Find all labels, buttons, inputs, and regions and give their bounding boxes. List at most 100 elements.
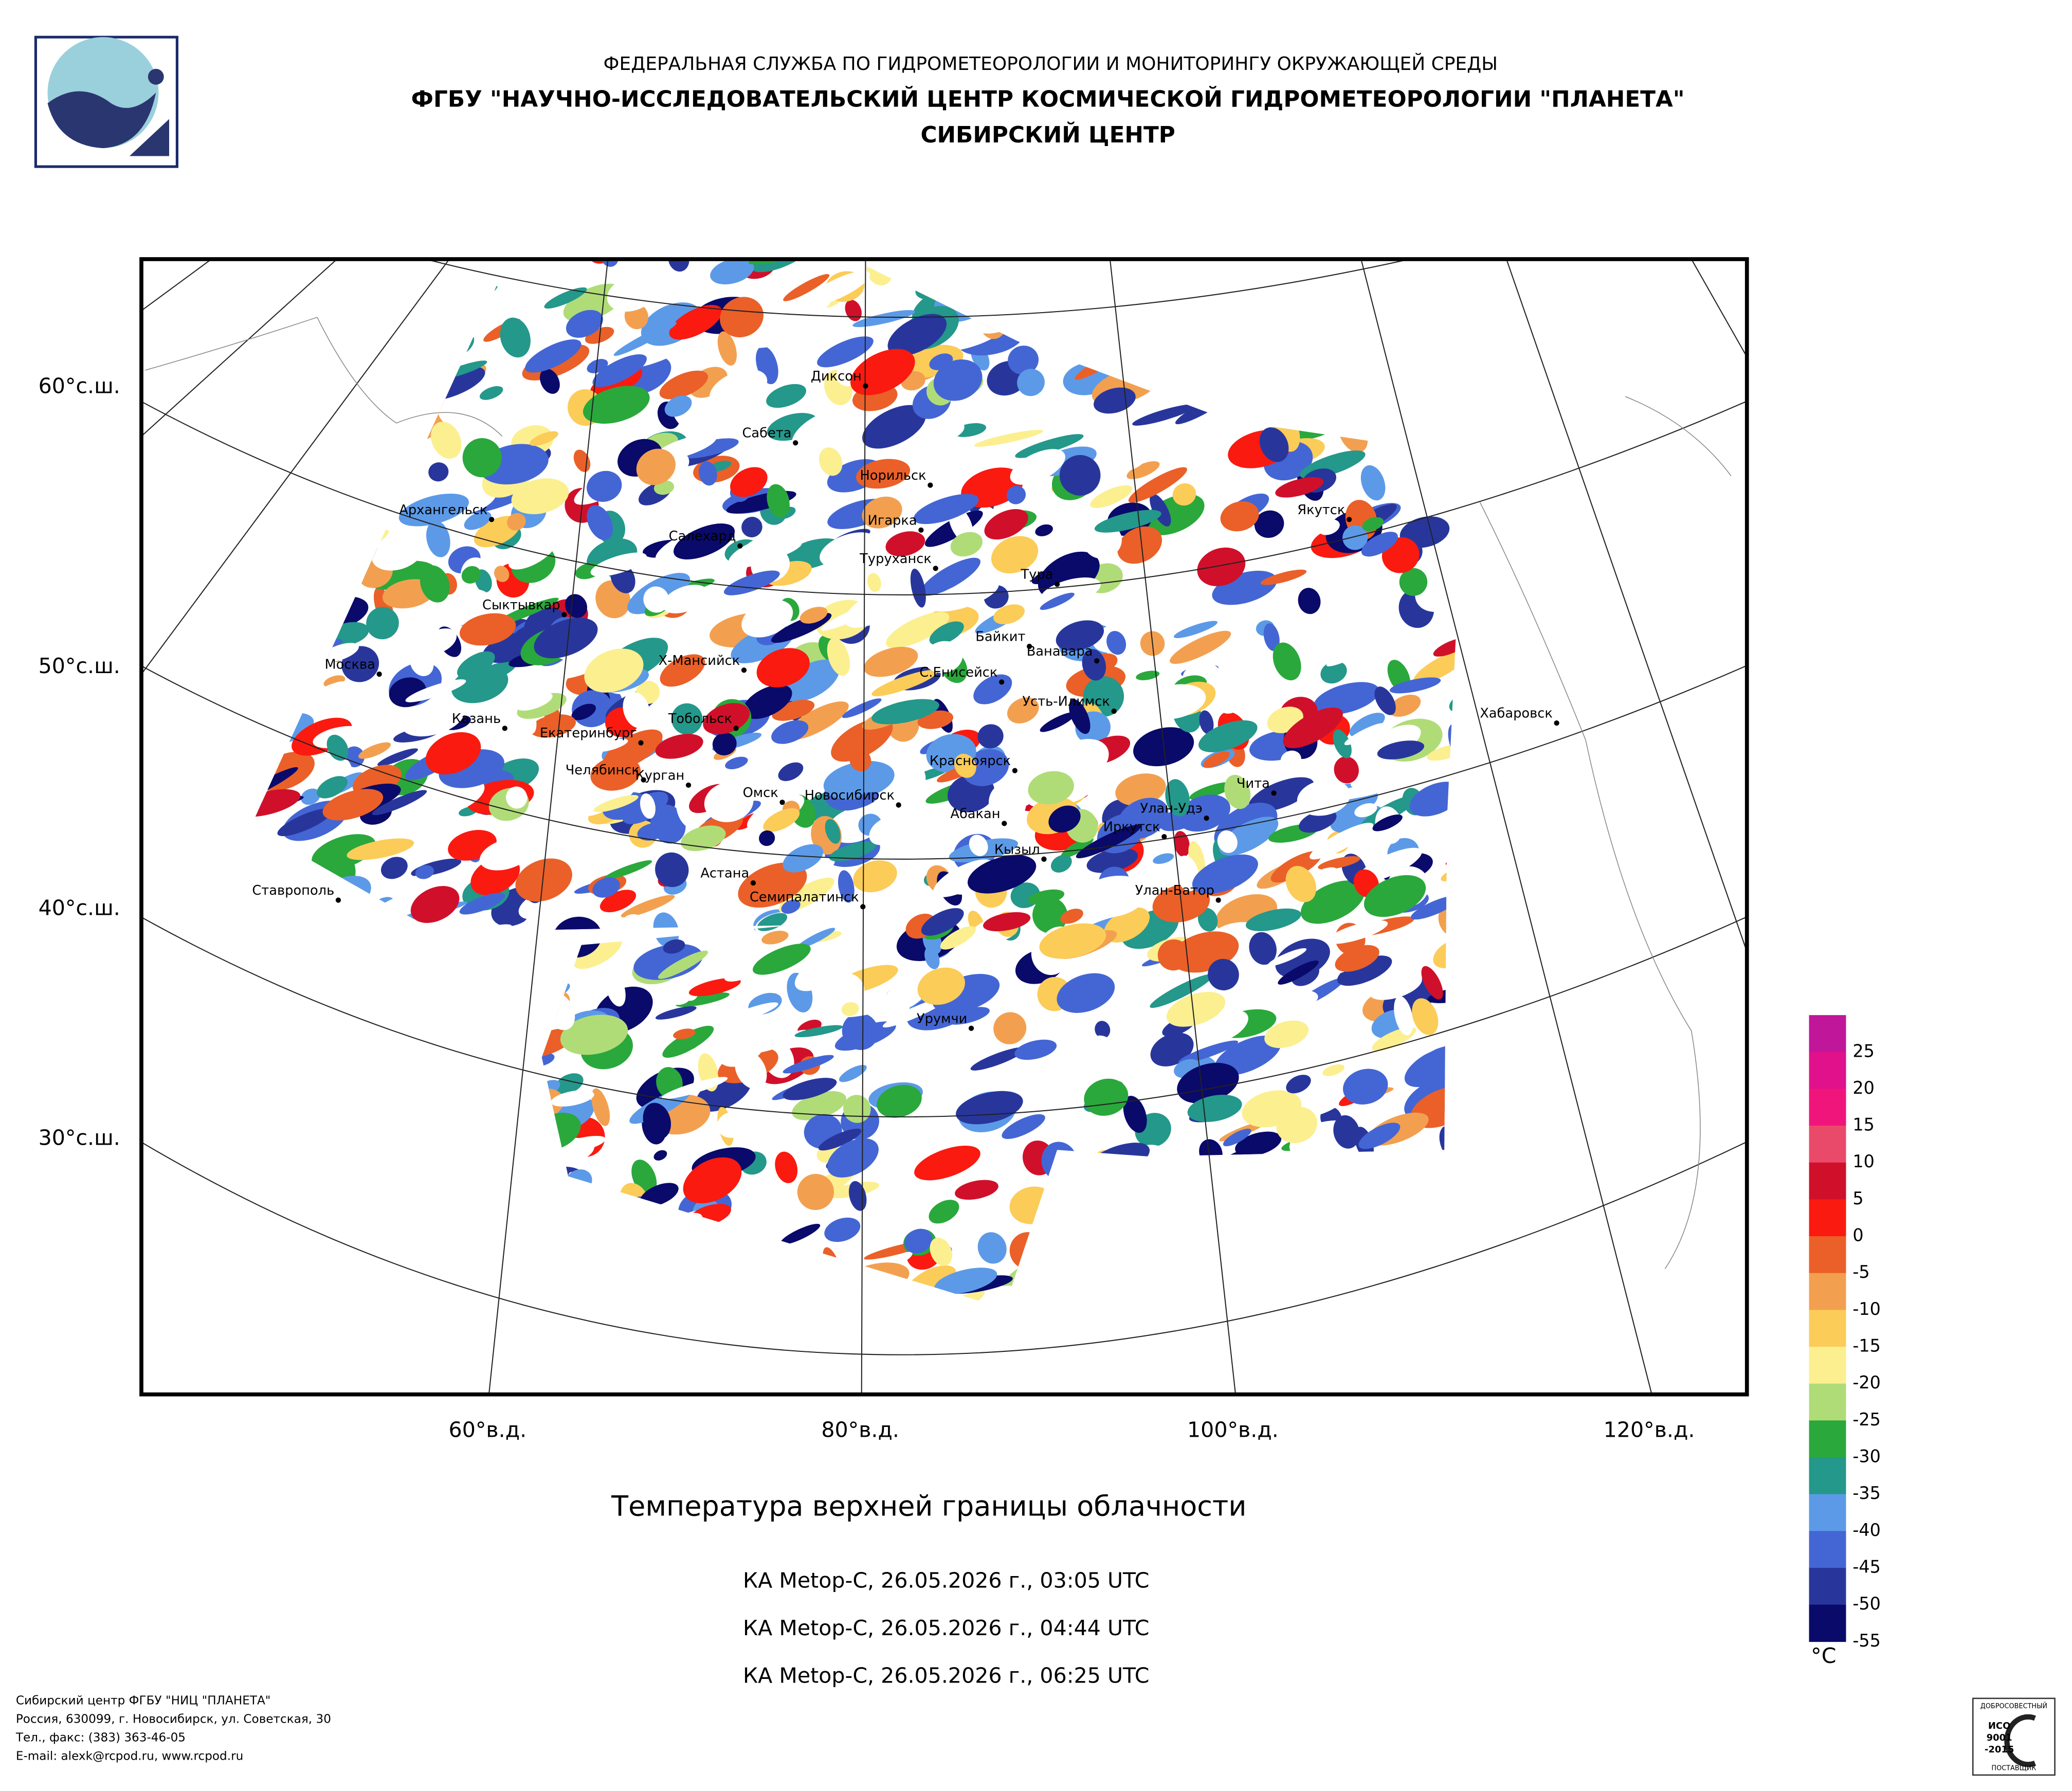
cloud-patch — [1267, 948, 1307, 967]
cloud-patch — [680, 825, 726, 852]
cloud-patch — [1259, 427, 1289, 462]
cert-year: -2015 — [1985, 1744, 2014, 1755]
cloud-patch — [856, 459, 911, 489]
cloud-patch — [1208, 958, 1239, 990]
cloud-patch — [587, 471, 622, 502]
cloud-patch — [842, 698, 882, 718]
cloud-patch — [516, 692, 553, 711]
city-dot — [968, 1025, 974, 1031]
cloud-patch — [1132, 404, 1196, 426]
cloud-patch — [301, 788, 320, 805]
cloud-patch — [1300, 880, 1365, 924]
cloud-patch — [1166, 991, 1226, 1027]
city-label: Казань — [452, 711, 501, 727]
cloud-patch — [583, 386, 650, 424]
cloud-patch — [929, 1200, 959, 1224]
legend-swatch — [1809, 1310, 1846, 1347]
city-dot — [641, 777, 646, 783]
legend-label: -55 — [1852, 1631, 1881, 1651]
cloud-patch — [841, 997, 911, 1018]
cloud-patch — [607, 276, 657, 312]
cloud-patch — [929, 621, 964, 645]
legend-label: 0 — [1852, 1225, 1863, 1245]
cloud-patch — [1157, 939, 1190, 971]
cloud-patch — [799, 607, 828, 624]
cloud-patch — [977, 1232, 1007, 1264]
legend-label: 20 — [1852, 1078, 1875, 1098]
cloud-patch — [904, 1228, 933, 1254]
city-dot — [999, 679, 1005, 685]
cloud-patch — [841, 1002, 859, 1017]
cloud-patch — [940, 926, 976, 950]
city-label: Курган — [635, 768, 685, 783]
cloud-patch — [603, 860, 652, 880]
cloud-patch — [643, 586, 669, 613]
cloud-patch — [780, 1223, 821, 1245]
cloud-patch — [1032, 897, 1068, 933]
cloud-patch — [1069, 699, 1090, 734]
cloud-patch — [783, 1055, 834, 1074]
cloud-patch — [1015, 434, 1084, 458]
cloud-patch — [322, 789, 384, 821]
cloud-patch — [717, 331, 737, 366]
footer-line: Россия, 630099, г. Новосибирск, ул. Сове… — [16, 1712, 331, 1726]
cloud-patch — [1028, 771, 1074, 805]
cloud-patch — [918, 419, 965, 443]
cloud-patch — [991, 536, 1039, 574]
cloud-patch — [742, 684, 792, 719]
legend-label: -50 — [1852, 1594, 1881, 1614]
cloud-patch — [377, 748, 418, 766]
cloud-patch — [698, 461, 717, 486]
cloud-patch — [820, 532, 878, 568]
cloud-patch — [783, 274, 830, 301]
footer: Сибирский центр ФГБУ "НИЦ "ПЛАНЕТА" Росси… — [15, 1694, 331, 1763]
cloud-patch — [1082, 649, 1106, 681]
cloud-patch — [479, 386, 503, 400]
cloud-patch — [1267, 533, 1297, 549]
cloud-patch — [930, 579, 999, 612]
city-label: Диксон — [811, 369, 862, 384]
cloud-patch — [950, 532, 983, 557]
title: Температура верхней границы облачности — [611, 1490, 1246, 1522]
cities: Диксон Сабета Норильск Игарка Салехард Арханг… — [252, 369, 1559, 1031]
cloud-patch — [885, 612, 950, 648]
coastline — [145, 317, 1732, 1269]
cloud-patch — [1322, 1064, 1345, 1076]
cloud-patch — [1197, 908, 1218, 932]
cloud-patch — [1197, 547, 1246, 586]
city-dot — [376, 671, 382, 677]
cloud-patch — [817, 336, 874, 368]
city-dot — [335, 897, 341, 903]
cloud-patch — [1050, 739, 1109, 783]
cloud-patch — [693, 276, 711, 289]
cloud-patch — [967, 855, 1037, 894]
cloud-patch — [1214, 1035, 1281, 1076]
city-dot — [1027, 643, 1032, 649]
city-label: Ванавара — [1027, 644, 1093, 659]
cloud-patch — [1039, 923, 1106, 959]
cloud-patch — [1115, 773, 1166, 806]
cloud-patch — [1258, 990, 1318, 1016]
lat-label: 50°с.ш. — [39, 654, 120, 678]
city-label: Челябинск — [566, 763, 640, 778]
cloud-patch — [637, 823, 666, 841]
cloud-patch — [1040, 592, 1075, 610]
city-dot — [1041, 856, 1047, 862]
city-label: Х-Мансийск — [659, 653, 740, 668]
city-dot — [1012, 768, 1018, 773]
city-dot — [1054, 582, 1060, 587]
legend-label: -25 — [1852, 1409, 1881, 1430]
city-label: Норильск — [860, 468, 926, 483]
cloud-patch — [1383, 1063, 1406, 1078]
cloud-patch — [984, 509, 1028, 540]
city-label: Тура — [1020, 567, 1053, 583]
city-label: Омск — [743, 785, 778, 801]
cloud-patch — [366, 607, 399, 640]
cloud-patch — [831, 718, 893, 762]
legend-swatch — [1809, 1494, 1846, 1532]
legend-swatch — [1809, 1383, 1846, 1421]
cloud-patch — [1140, 684, 1206, 720]
cloud-patch — [1342, 525, 1368, 550]
lat-label: 30°с.ш. — [39, 1126, 120, 1150]
